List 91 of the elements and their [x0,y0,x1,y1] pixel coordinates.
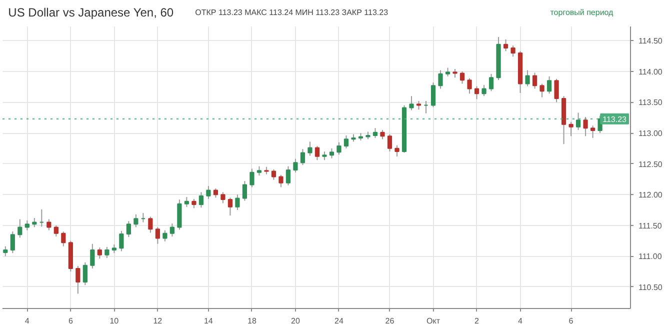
candlestick [467,78,472,94]
candlestick [329,148,334,159]
x-tick-label: 6 [68,316,74,326]
candlestick [540,83,544,98]
candlestick [503,38,508,52]
candlestick [554,78,559,103]
candlestick [32,217,37,228]
candlestick [82,262,88,286]
candlestick [482,84,486,97]
candlestick [97,247,102,260]
candlestick [532,72,538,90]
candlestick [590,125,596,138]
candlestick [134,214,138,228]
candlestick [90,243,95,269]
candlestick [54,224,58,237]
candlestick [372,128,378,138]
y-tick-label: 111.50 [638,221,662,230]
candlestick [256,166,262,176]
x-tick-label: 18 [248,316,257,326]
candlestick [293,158,298,173]
candlestick [104,246,110,259]
y-tick-label: 113.00 [638,129,663,138]
candlestick [300,148,306,166]
candlestick [525,70,530,87]
text: ОТКР 113.23 МАКС 113.24 МИН 113.23 ЗАКР 113.23 [195,8,389,17]
candlestick [242,180,248,202]
x-tick-label: 2 [474,316,480,326]
y-tick-label: 110.50 [638,282,663,292]
candlestick [18,218,22,238]
candlestick [387,134,392,152]
y-tick-label: 112.50 [638,160,663,169]
candlestick [409,96,414,111]
candlestick [336,142,342,156]
candlestick [271,168,276,180]
x-tick-label: Окт [426,316,440,326]
candlestick [546,76,552,94]
candlestick [576,112,581,130]
candlestick [61,231,66,247]
candlestick [10,231,15,254]
candlestick [510,45,516,58]
candlestick [198,192,204,208]
candlestick [3,246,8,257]
x-tick-label: 6 [568,316,574,326]
candlestick [314,145,320,161]
candlestick [76,266,80,294]
candlestick [170,223,175,237]
y-tick-label: 114.50 [638,36,663,46]
text: торговый период [550,8,614,17]
candlestick [250,168,254,188]
x-tick-label: 14 [204,316,214,326]
candlestick [394,144,400,157]
candlestick [206,185,211,200]
ref-line-label: 113.23 [602,114,628,124]
y-tick-label: 114.00 [638,67,663,76]
candlestick [583,116,588,137]
candlestick [126,220,131,238]
x-tick-label: 4 [518,316,524,326]
candlestick [46,218,52,231]
x-tick-label: 12 [153,316,163,326]
candlestick [568,121,574,137]
candlestick [155,226,160,244]
candlestick [488,73,494,92]
candlestick [162,230,168,242]
x-tick-label: 20 [291,316,300,326]
candlestick [430,82,436,108]
candlestick [184,196,190,208]
candlestick [344,134,349,149]
x-tick-label: 10 [110,316,120,326]
y-tick-label: 112.00 [638,190,663,200]
candlestick [148,216,153,234]
candlestick [380,129,385,140]
candlestick [286,166,291,186]
candlestick [228,197,233,216]
x-tick-label: 24 [334,316,344,326]
candlestick [474,86,480,100]
candlestick [235,194,240,210]
candlestick [213,188,218,198]
candlestick [24,220,30,231]
chart-title: US Dollar vs Japanese Yen, 60 [8,6,174,20]
candlestick [220,192,226,204]
candlestick [119,230,124,252]
candlestick [438,70,443,90]
candlestick [460,70,465,84]
candlestick [192,198,196,209]
candlestick [278,174,284,188]
x-tick-label: 26 [385,316,395,326]
y-tick-label: 113.50 [638,98,663,108]
candlestick [308,141,312,156]
candlestick [177,199,182,230]
y-tick-label: 111.00 [638,252,662,262]
x-tick-label: 4 [24,316,30,326]
